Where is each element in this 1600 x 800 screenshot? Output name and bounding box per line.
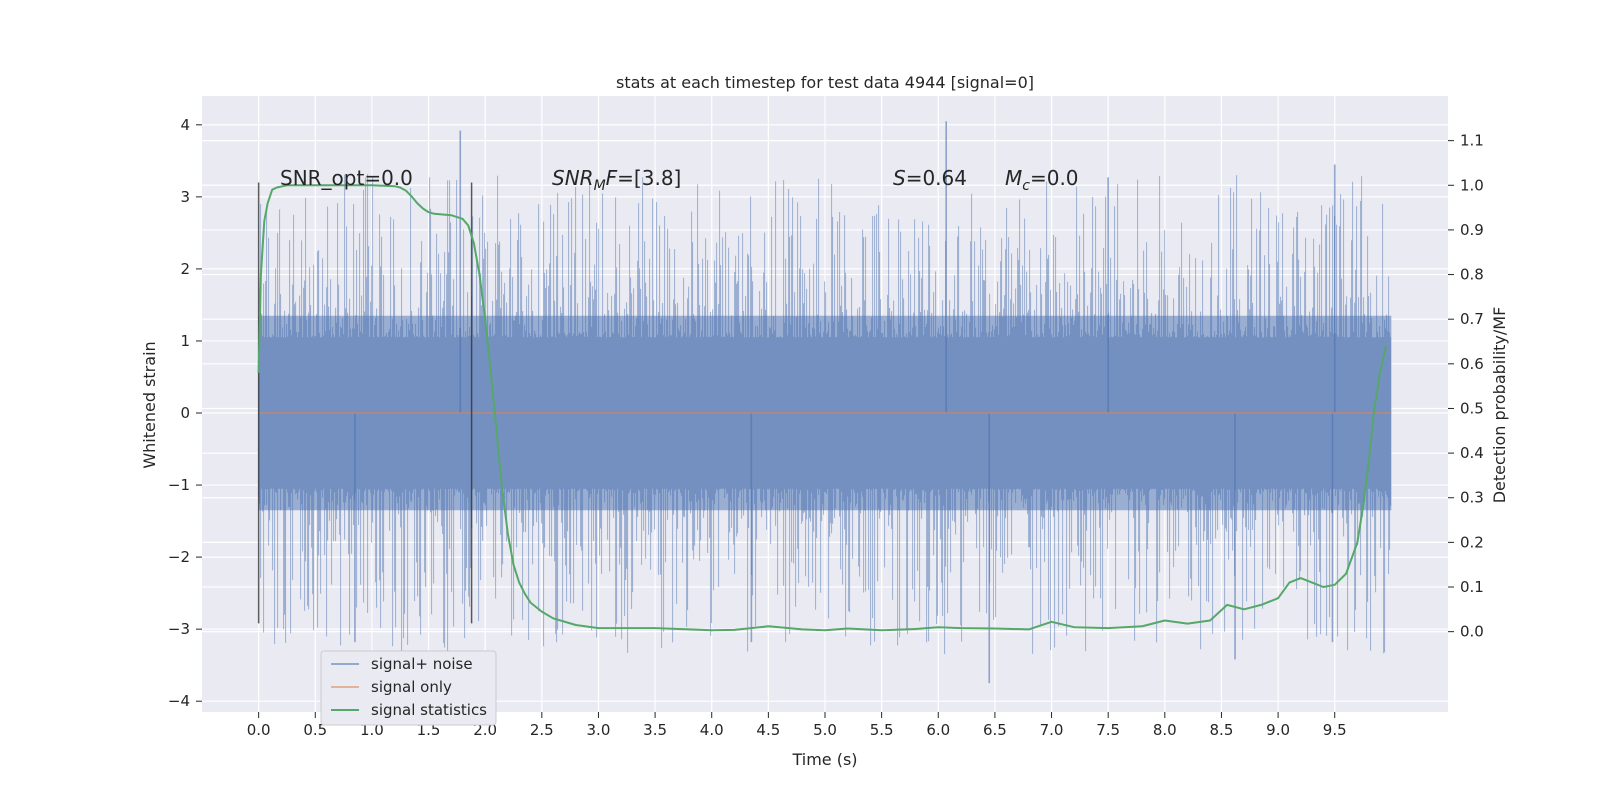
y2-axis-label: Detection probability/MF [1490, 307, 1509, 504]
y2-tick-label: 0.8 [1460, 266, 1484, 284]
legend-box [320, 650, 497, 726]
chart-title: stats at each timestep for test data 494… [616, 73, 1034, 92]
signal-statistics-series [257, 184, 1387, 632]
x-tick-label: 8.5 [1210, 721, 1234, 739]
vertical-markers [257, 182, 473, 624]
y2-tick-label: 0.9 [1460, 221, 1484, 239]
x-tick-label: 6.5 [983, 721, 1007, 739]
x-tick-label: 8.0 [1153, 721, 1177, 739]
y2-tick-label: 0.2 [1460, 533, 1484, 551]
x-tick-label: 5.0 [813, 721, 837, 739]
snr-opt-annotation: SNR_opt=0.0 [280, 166, 413, 190]
y-tick-label: 3 [180, 188, 190, 206]
y-tick-label: −3 [168, 620, 190, 638]
y2-tick-label: 0.0 [1460, 623, 1484, 641]
x-tick-label: 9.0 [1266, 721, 1290, 739]
signal-statistics-line [257, 184, 1387, 632]
x-axis-label: Time (s) [791, 750, 857, 769]
y-tick-label: −2 [168, 548, 190, 566]
y2-tick-label: 0.3 [1460, 489, 1484, 507]
snr-mf-sub: M [594, 178, 606, 194]
mc-value: =0.0 [1030, 166, 1079, 190]
mc-annotation: Mc=0.0 [1005, 166, 1079, 194]
x-tick-label: 3.5 [643, 721, 667, 739]
legend-label-signal-noise: signal+ noise [371, 655, 473, 673]
snr-mf-value: =[3.8] [617, 166, 681, 190]
y2-tick-label: 0.6 [1460, 355, 1484, 373]
x-tick-label: 0.5 [303, 721, 327, 739]
x-tick-label: 5.5 [870, 721, 894, 739]
s-value: =0.64 [906, 166, 967, 190]
y2-tick-label: 1.1 [1460, 132, 1484, 150]
legend-label-signal-statistics: signal statistics [371, 701, 487, 719]
y2-tick-label: 0.4 [1460, 444, 1484, 462]
s-label: S [893, 166, 906, 190]
y-tick-label: 2 [180, 260, 190, 278]
x-tick-label: 0.0 [247, 721, 271, 739]
x-tick-label: 4.5 [756, 721, 780, 739]
x-tick-label: 7.0 [1040, 721, 1064, 739]
x-tick-label: 2.5 [530, 721, 554, 739]
y2-tick-label: 0.5 [1460, 399, 1484, 417]
y2-tick-label: 1.0 [1460, 176, 1484, 194]
x-tick-label: 4.0 [700, 721, 724, 739]
legend: signal+ noise signal only signal statist… [320, 650, 497, 726]
y-tick-label: −4 [168, 692, 190, 710]
y2-tick-label: 0.1 [1460, 578, 1484, 596]
y-tick-label: 1 [180, 332, 190, 350]
x-tick-label: 6.0 [926, 721, 950, 739]
x-tick-label: 3.0 [587, 721, 611, 739]
y-tick-label: 4 [180, 116, 190, 134]
snr-mf-mid: F [606, 166, 618, 190]
mc-sub: c [1022, 178, 1030, 194]
y-axis-label: Whitened strain [140, 341, 159, 468]
y-tick-label: −1 [168, 476, 190, 494]
snr-mf-prefix: SNR [552, 166, 594, 190]
mc-label: M [1005, 166, 1022, 190]
legend-label-signal-only: signal only [371, 678, 452, 696]
y-tick-label: 0 [180, 404, 190, 422]
s-annotation: S=0.64 [893, 166, 967, 190]
snr-mf-annotation: SNRMF=[3.8] [552, 166, 681, 194]
axes: 0.0 0.5 1.0 1.5 2.0 2.5 3.0 3.5 4.0 4.5 5.0 5.5 6.0 6… [168, 116, 1484, 739]
x-tick-label: 9.5 [1323, 721, 1347, 739]
y2-tick-label: 0.7 [1460, 310, 1484, 328]
x-tick-label: 7.5 [1096, 721, 1120, 739]
annotations: SNR_opt=0.0 SNRMF=[3.8] S=0.64 Mc=0.0 [280, 166, 1079, 194]
